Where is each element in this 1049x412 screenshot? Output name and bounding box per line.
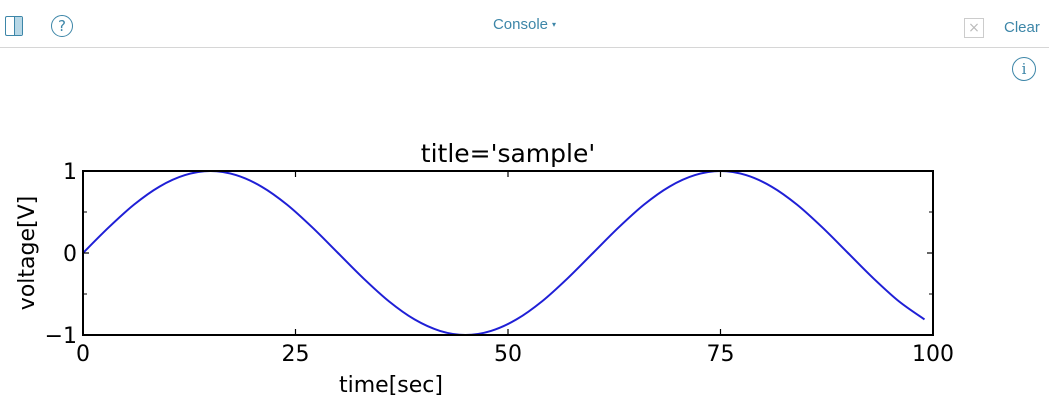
x-tick-label: 0 — [76, 342, 90, 367]
series-line-0 — [82, 169, 926, 337]
chart-title: title='sample' — [421, 139, 595, 168]
console-title: Console — [492, 16, 549, 33]
y-tick-label: −1 — [45, 324, 77, 349]
info-icon[interactable]: i — [1012, 57, 1036, 81]
console-menu-button[interactable]: Console ▾ — [0, 16, 1049, 33]
plot-frame — [82, 170, 934, 336]
x-tick-label: 75 — [707, 342, 735, 367]
x-tick-label: 100 — [912, 342, 954, 367]
x-tick-label: 50 — [494, 342, 522, 367]
x-tick-label: 25 — [282, 342, 310, 367]
help-icon[interactable]: ? — [51, 15, 73, 37]
chevron-down-icon: ▾ — [552, 20, 557, 29]
close-icon[interactable]: × — [964, 18, 984, 38]
y-tick-label: 0 — [63, 242, 77, 267]
sidebar-toggle-icon[interactable] — [5, 16, 23, 36]
x-axis-label: time[sec] — [339, 373, 443, 398]
y-tick-label: 1 — [63, 160, 77, 185]
toolbar: ? Console ▾ × Clear — [0, 0, 1049, 48]
y-axis-label: voltage[V] — [15, 196, 40, 310]
clear-button[interactable]: Clear — [1004, 19, 1040, 36]
